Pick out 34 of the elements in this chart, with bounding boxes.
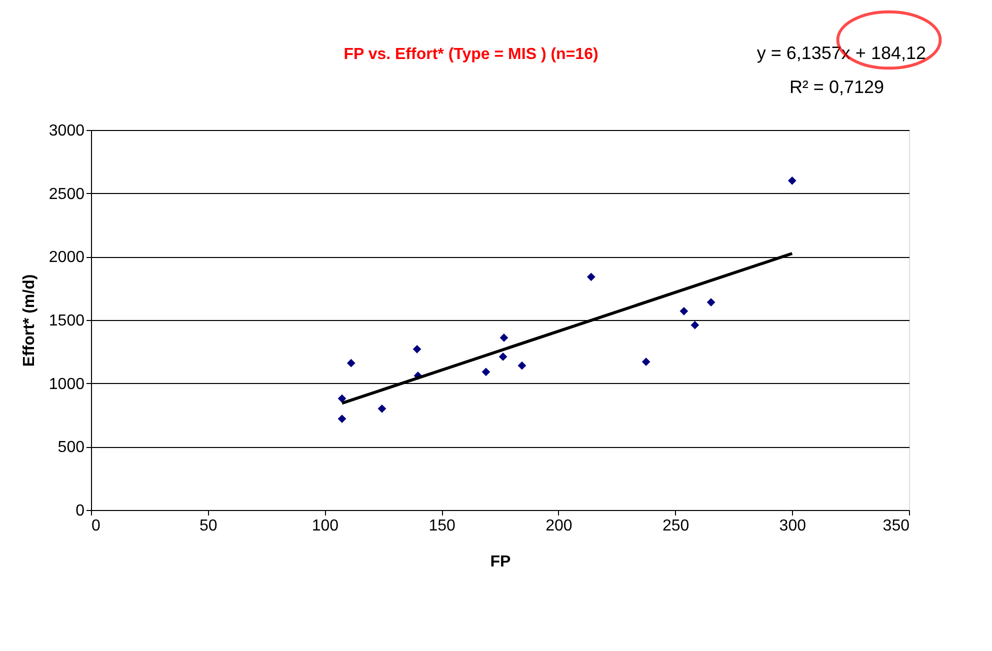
point (788, 176, 796, 185)
chart-title: FP vs. Effort* (Type = MIS ) (n=16) (344, 46, 598, 63)
y-tick-label: 1500 (48, 312, 85, 330)
x-tick-label: 100 (312, 518, 339, 534)
point (412, 344, 422, 354)
point (680, 306, 688, 316)
point (500, 334, 508, 342)
point (482, 368, 490, 376)
x-axis-title: FP (490, 554, 512, 570)
point (338, 394, 346, 403)
point (346, 358, 356, 368)
y-axis-title: Effort* (m/d) (20, 274, 38, 367)
x-tick-label: 150 (428, 518, 456, 534)
point (706, 298, 716, 306)
y-tick-label: 2000 (48, 249, 85, 266)
point (690, 320, 700, 330)
y-tick-label: 1000 (48, 376, 85, 393)
point (586, 272, 596, 282)
y-tick-label: 2500 (48, 186, 85, 203)
point (378, 404, 386, 413)
point (498, 352, 508, 361)
y-tick-label: 500 (58, 439, 85, 456)
x-tick-label: 250 (662, 518, 690, 534)
y-tick-label: 3000 (48, 122, 85, 140)
text: R² = 0,7129 (789, 77, 884, 97)
x-tick-label: 0 (92, 518, 100, 534)
point (338, 414, 346, 423)
x-tick-label: 200 (546, 518, 572, 534)
y-tick-label: 0 (76, 502, 85, 520)
x-tick-label: 50 (199, 518, 218, 534)
point (642, 358, 650, 366)
x-tick-label: 350 (882, 518, 910, 534)
x-tick-label: 300 (779, 518, 806, 534)
point (518, 361, 526, 370)
